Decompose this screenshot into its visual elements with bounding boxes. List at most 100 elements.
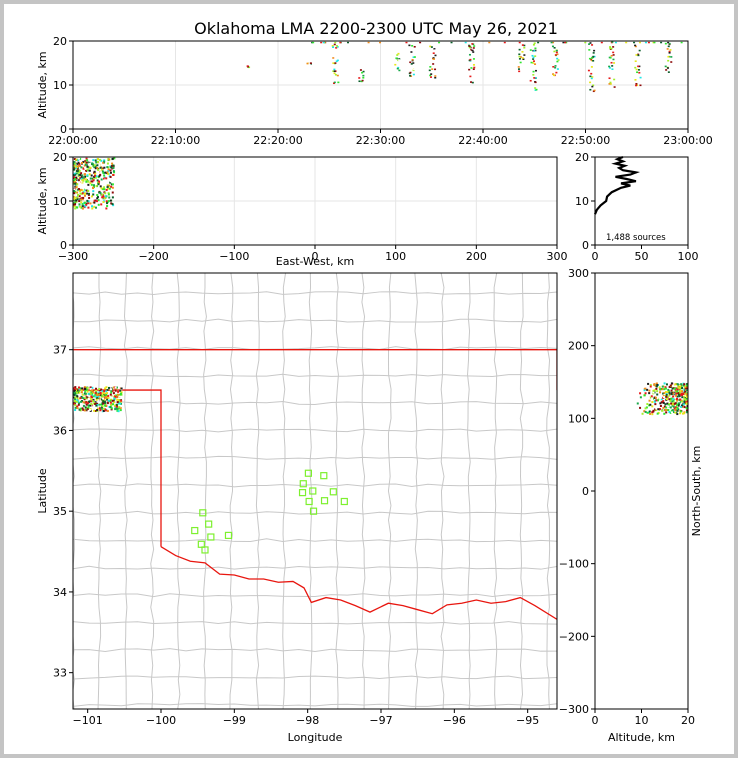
source-point: [119, 392, 122, 395]
source-point: [87, 193, 90, 196]
source-point: [92, 398, 95, 401]
ns-tick-label: 0: [582, 485, 589, 498]
source-point: [409, 74, 412, 77]
source-point: [85, 178, 88, 181]
source-point: [77, 402, 80, 405]
source-point: [76, 197, 79, 200]
source-point: [649, 396, 652, 399]
source-point: [115, 407, 118, 410]
source-point: [81, 198, 84, 201]
source-point: [518, 41, 521, 44]
figure: Oklahoma LMA 2200-2300 UTC May 26, 2021 …: [4, 4, 734, 754]
source-point: [97, 168, 100, 171]
source-point: [666, 67, 669, 69]
source-point: [398, 59, 401, 61]
county-line: [73, 703, 557, 707]
source-point: [591, 57, 594, 59]
source-point: [77, 193, 80, 196]
source-point: [550, 41, 553, 44]
county-line: [282, 273, 287, 709]
source-point: [95, 184, 98, 187]
source-point: [113, 401, 116, 404]
source-point: [112, 166, 115, 169]
source-point: [667, 59, 670, 62]
source-point: [76, 165, 79, 168]
source-point: [103, 400, 106, 403]
source-point: [102, 394, 105, 397]
source-point: [76, 397, 79, 400]
source-point: [103, 186, 106, 189]
source-point: [531, 54, 534, 57]
source-point: [521, 44, 524, 46]
source-point: [674, 411, 677, 414]
source-point: [358, 80, 361, 83]
source-point: [105, 207, 108, 210]
source-point: [87, 397, 90, 400]
source-point: [405, 41, 408, 44]
source-point: [641, 400, 644, 403]
source-point: [80, 206, 83, 209]
source-point: [651, 413, 654, 416]
source-point: [667, 405, 670, 408]
source-point: [113, 171, 116, 174]
source-point: [99, 394, 102, 397]
source-point: [114, 389, 117, 392]
source-point: [93, 175, 96, 178]
source-point: [106, 166, 109, 169]
source-point: [556, 53, 559, 56]
source-point: [95, 396, 98, 399]
source-point: [78, 200, 81, 203]
source-point: [83, 201, 86, 204]
source-point: [84, 160, 87, 163]
source-point: [686, 405, 688, 408]
source-point: [657, 411, 660, 414]
source-point: [76, 183, 79, 186]
source-point: [109, 405, 112, 408]
source-point: [98, 397, 101, 400]
source-point: [668, 50, 671, 53]
source-point: [668, 391, 671, 394]
ew-tick-label: 0: [312, 250, 319, 263]
source-point: [661, 385, 664, 388]
time-height-panel: 22:00:00 22:10:00 22:20:00 22:30:00 22:40:00…: [36, 35, 713, 147]
source-point: [73, 170, 76, 173]
source-point: [534, 63, 537, 65]
source-point: [682, 393, 685, 396]
source-point: [74, 387, 77, 390]
source-point: [83, 409, 86, 412]
source-point: [96, 402, 99, 405]
source-point: [669, 384, 672, 387]
source-point: [79, 407, 82, 410]
source-point: [95, 398, 98, 401]
source-point: [552, 65, 555, 68]
source-point: [82, 408, 85, 411]
hist-count-tick-label: 50: [635, 250, 649, 263]
source-point: [655, 382, 658, 385]
source-point: [79, 409, 82, 412]
source-point: [592, 84, 595, 87]
source-point: [643, 394, 646, 397]
source-point: [554, 65, 557, 67]
source-point: [532, 43, 535, 46]
source-point: [667, 404, 670, 407]
source-point: [76, 391, 79, 394]
source-point: [79, 157, 82, 160]
source-point: [647, 382, 650, 385]
source-point: [468, 46, 471, 49]
source-point: [82, 404, 85, 407]
source-point: [534, 87, 537, 89]
source-point: [662, 400, 665, 403]
source-point: [665, 69, 668, 71]
lon-tick-label: −101: [73, 714, 103, 727]
source-point: [107, 394, 110, 397]
source-point: [473, 66, 476, 69]
source-point: [113, 157, 116, 160]
source-point: [431, 65, 434, 67]
source-point: [429, 45, 432, 48]
source-point: [670, 397, 673, 400]
ew-tick-label: −100: [219, 250, 249, 263]
source-point: [683, 391, 686, 394]
source-point: [101, 390, 104, 393]
source-point: [673, 407, 676, 410]
source-point: [397, 52, 400, 55]
